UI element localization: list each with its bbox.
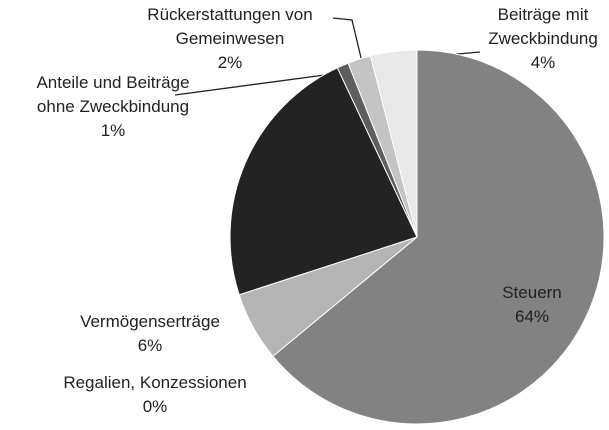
slice-label: Regalien, Konzessionen [63,373,246,392]
slice [369,49,418,238]
value-label: 64% [515,307,549,326]
value-label: 0% [143,397,168,416]
slice-label: Steuern [502,283,562,302]
value-label: 1% [101,121,126,140]
slice-label: Vermögenserträge [80,312,220,331]
leader-line [174,71,348,96]
slice-label: Anteile und Beiträge ohne Zweckbindung [36,73,189,116]
slices [229,49,605,425]
slice [229,67,418,296]
value-label: 23% [273,196,307,215]
slice-label: Rückerstattungen von Gemeinwesen [147,5,312,48]
value-label: 4% [531,53,556,72]
slice-label: Entgelte [259,172,321,191]
slice-label: Beiträge mit Zweckbindung [488,5,598,48]
leader-line [332,17,363,63]
slice [272,49,605,425]
value-label: 6% [138,336,163,355]
value-label: 2% [218,53,243,72]
